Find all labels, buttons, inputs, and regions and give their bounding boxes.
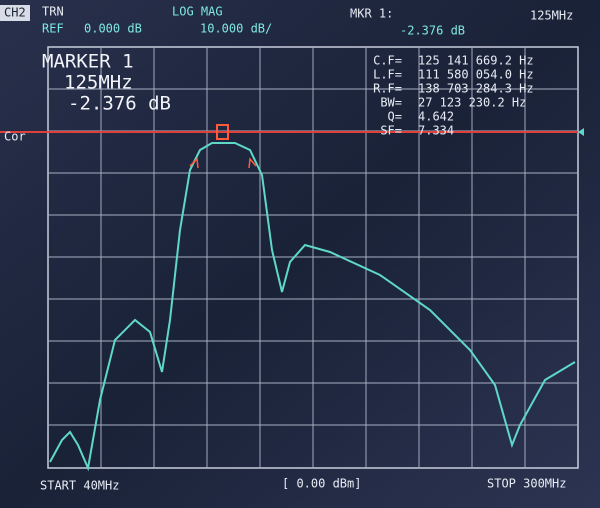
marker-freq-big: 125MHz	[64, 72, 133, 94]
readout-label: Q=	[388, 110, 402, 124]
ref-pointer	[578, 128, 584, 136]
bandwidth-markers	[189, 157, 257, 169]
readout-label: R.F=	[373, 82, 402, 96]
marker-title: MARKER 1	[42, 51, 134, 73]
marker-value-big: -2.376 dB	[68, 93, 171, 115]
readout-value: 4.642	[418, 110, 454, 124]
readout-value: 27 123 230.2 Hz	[418, 96, 526, 110]
start-freq: START 40MHz	[40, 479, 119, 493]
mode: LOG MAG	[172, 5, 223, 19]
power: [ 0.00 dBm]	[282, 477, 361, 491]
ref-label: REF	[42, 22, 64, 36]
channel: CH2	[4, 6, 26, 20]
readout-value: 125 141 669.2 Hz	[418, 54, 534, 68]
readout-label: BW=	[380, 96, 402, 110]
scale: 10.000 dB/	[200, 22, 272, 36]
format: TRN	[42, 5, 64, 19]
marker-value: -2.376 dB	[400, 24, 465, 38]
marker-symbol	[216, 124, 229, 140]
trace	[49, 142, 576, 472]
readout: C.F= 125 141 669.2 Hz L.F= 111 580 054.0 Hz…	[373, 54, 534, 138]
readout-value: 138 703 284.3 Hz	[418, 82, 534, 96]
readout-label: C.F=	[373, 54, 402, 68]
channel-box	[0, 5, 30, 21]
marker-freq: 125MHz	[530, 9, 573, 23]
readout-value: 7.334	[418, 124, 454, 138]
ref-value: 0.000 dB	[84, 22, 142, 36]
side-label: Cor	[4, 130, 26, 144]
readout-label: SF=	[380, 124, 402, 138]
readout-value: 111 580 054.0 Hz	[418, 68, 534, 82]
stop-freq: STOP 300MHz	[487, 477, 566, 491]
marker-label: MKR 1:	[350, 7, 393, 21]
readout-label: L.F=	[373, 68, 402, 82]
